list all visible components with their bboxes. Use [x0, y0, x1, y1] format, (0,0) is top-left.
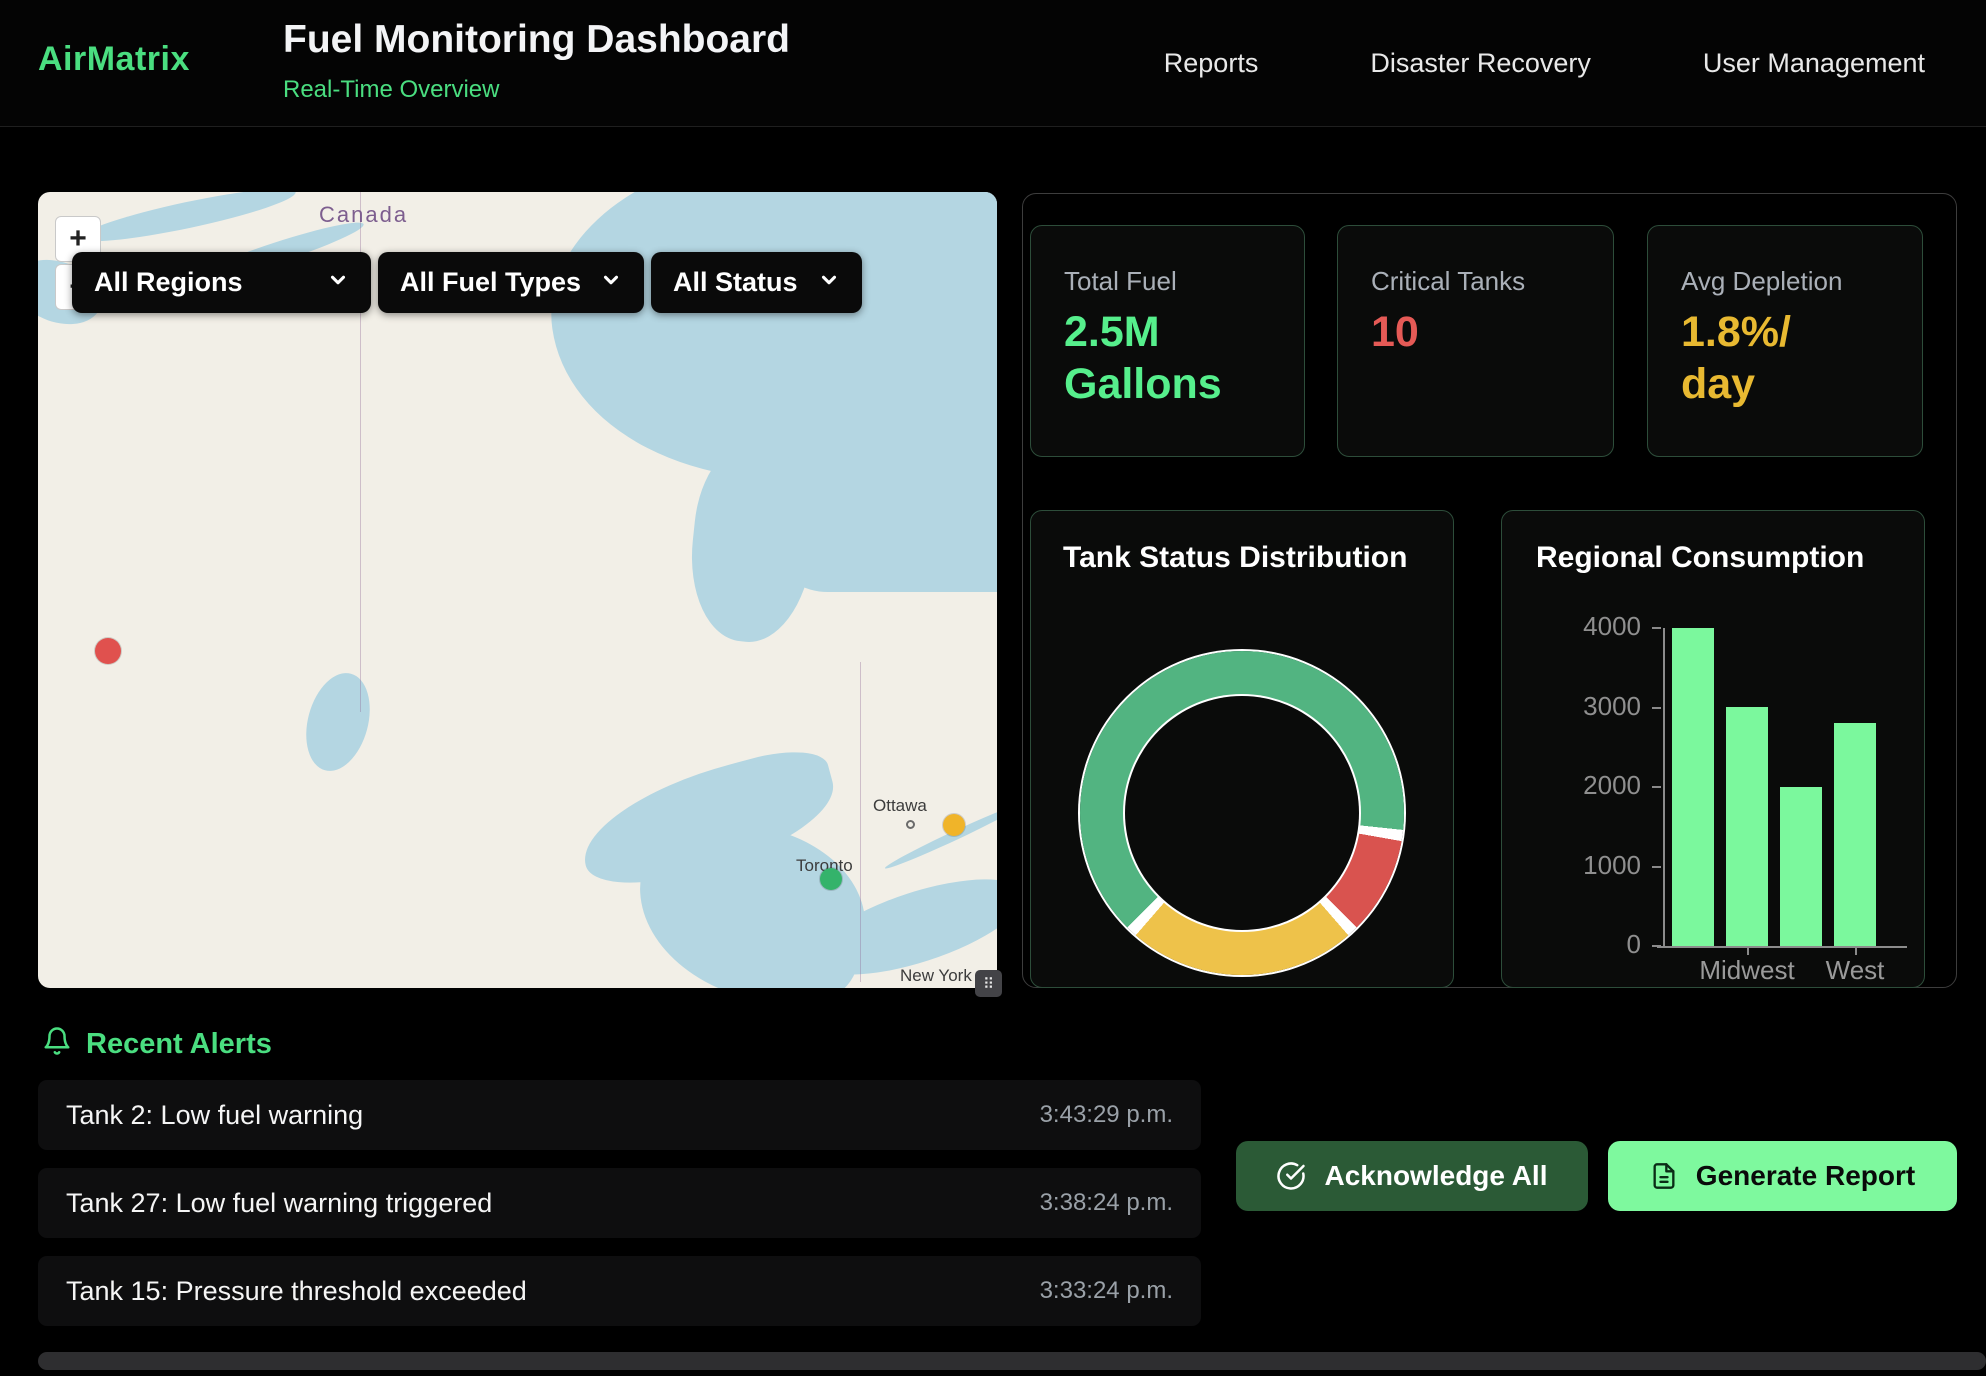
stat-card-critical-tanks: Critical Tanks 10	[1337, 225, 1614, 457]
dashboard-page: AirMatrix Fuel Monitoring Dashboard Real…	[0, 0, 1986, 1376]
regional-consumption-chart-card: Regional Consumption 0 1000 2000 3000 4000 M…	[1501, 510, 1925, 988]
chart-title: Tank Status Distribution	[1063, 541, 1407, 575]
x-tick-mark	[1747, 946, 1749, 955]
alert-time: 3:33:24 p.m.	[1040, 1277, 1173, 1305]
y-tick-mark	[1652, 866, 1661, 868]
x-axis-labels: Midwest West	[1672, 955, 1876, 987]
horizontal-scrollbar[interactable]	[38, 1352, 1986, 1370]
tank-marker-critical[interactable]	[95, 638, 121, 664]
y-tick-mark	[1652, 786, 1661, 788]
map-panel[interactable]: Canada Ottawa Toronto New York + − All R…	[38, 192, 997, 988]
stat-value: 10	[1371, 306, 1419, 358]
stat-value: 2.5MGallons	[1064, 306, 1222, 411]
stat-label: Avg Depletion	[1681, 266, 1842, 297]
stat-card-avg-depletion: Avg Depletion 1.8%/day	[1647, 225, 1923, 457]
stat-label: Critical Tanks	[1371, 266, 1525, 297]
stat-value: 1.8%/day	[1681, 306, 1791, 411]
x-tick-label: West	[1826, 955, 1885, 986]
filter-status-label: All Status	[673, 267, 798, 298]
y-tick-label: 2000	[1583, 770, 1641, 801]
bar-0	[1672, 628, 1714, 946]
water-lake-winnipeg	[296, 666, 380, 778]
y-axis-labels: 01000200030004000	[1502, 628, 1663, 946]
x-axis-line	[1657, 946, 1907, 948]
y-tick-label: 1000	[1583, 850, 1641, 881]
bar-2	[1780, 787, 1822, 946]
map-label-new-york: New York	[900, 966, 972, 986]
page-title: Fuel Monitoring Dashboard	[283, 18, 790, 62]
y-tick-mark	[1652, 707, 1661, 709]
chevron-down-icon	[327, 267, 349, 298]
alerts-heading: Recent Alerts	[86, 1028, 272, 1061]
map-resize-grip[interactable]: ⠿	[975, 970, 1002, 997]
alert-message: Tank 27: Low fuel warning triggered	[66, 1188, 492, 1219]
filter-regions-label: All Regions	[94, 267, 243, 298]
page-subtitle: Real-Time Overview	[283, 76, 499, 104]
alert-message: Tank 2: Low fuel warning	[66, 1100, 363, 1131]
alert-time: 3:43:29 p.m.	[1040, 1101, 1173, 1129]
report-document-icon	[1650, 1162, 1678, 1190]
nav-user-management[interactable]: User Management	[1703, 48, 1925, 79]
tank-marker-normal[interactable]	[820, 868, 842, 890]
alert-time: 3:38:24 p.m.	[1040, 1189, 1173, 1217]
generate-report-label: Generate Report	[1696, 1160, 1915, 1192]
main-nav: Reports Disaster Recovery User Managemen…	[1164, 0, 1925, 127]
bell-icon	[42, 1026, 72, 1061]
chevron-down-icon	[818, 267, 840, 298]
nav-reports[interactable]: Reports	[1164, 48, 1259, 79]
x-tick-mark	[1855, 946, 1857, 955]
donut-hole	[1125, 696, 1359, 930]
alert-row-2[interactable]: Tank 27: Low fuel warning triggered 3:38…	[38, 1168, 1201, 1238]
nav-disaster-recovery[interactable]: Disaster Recovery	[1370, 48, 1591, 79]
chevron-down-icon	[600, 267, 622, 298]
y-tick-mark	[1652, 627, 1661, 629]
map-label-ottawa: Ottawa	[873, 796, 927, 816]
y-tick-label: 0	[1627, 929, 1641, 960]
y-tick-label: 3000	[1583, 691, 1641, 722]
tank-status-chart-card: Tank Status Distribution	[1030, 510, 1454, 988]
y-tick-label: 4000	[1583, 611, 1641, 642]
stat-card-total-fuel: Total Fuel 2.5MGallons	[1030, 225, 1305, 457]
acknowledge-all-button[interactable]: Acknowledge All	[1236, 1141, 1588, 1211]
x-tick-cell: West	[1834, 955, 1876, 987]
x-tick-cell: Midwest	[1726, 955, 1768, 987]
filter-fuel-types-label: All Fuel Types	[400, 267, 581, 298]
alert-message: Tank 15: Pressure threshold exceeded	[66, 1276, 527, 1307]
ottawa-city-dot	[906, 820, 915, 829]
map-label-canada: Canada	[319, 202, 408, 228]
check-circle-icon	[1276, 1161, 1306, 1191]
bar-1	[1726, 707, 1768, 946]
province-border-east	[860, 662, 861, 982]
stat-label: Total Fuel	[1064, 266, 1177, 297]
water-northern-rivers-1	[78, 192, 299, 251]
y-axis-line	[1663, 628, 1665, 948]
filter-status-dropdown[interactable]: All Status	[651, 252, 862, 313]
bar-series	[1672, 628, 1892, 946]
filter-regions-dropdown[interactable]: All Regions	[72, 252, 371, 313]
app-logo: AirMatrix	[38, 40, 190, 79]
map-filter-bar: All Regions All Fuel Types All Status	[72, 252, 862, 313]
x-tick-cell	[1780, 955, 1822, 987]
filter-fuel-types-dropdown[interactable]: All Fuel Types	[378, 252, 644, 313]
alert-row-1[interactable]: Tank 2: Low fuel warning 3:43:29 p.m.	[38, 1080, 1201, 1150]
chart-title: Regional Consumption	[1536, 541, 1864, 575]
bar-3	[1834, 723, 1876, 946]
grip-icon: ⠿	[983, 975, 994, 993]
tank-marker-warning[interactable]	[943, 814, 965, 836]
generate-report-button[interactable]: Generate Report	[1608, 1141, 1957, 1211]
acknowledge-all-label: Acknowledge All	[1324, 1160, 1547, 1192]
header: AirMatrix Fuel Monitoring Dashboard Real…	[0, 0, 1986, 127]
alert-row-3[interactable]: Tank 15: Pressure threshold exceeded 3:3…	[38, 1256, 1201, 1326]
